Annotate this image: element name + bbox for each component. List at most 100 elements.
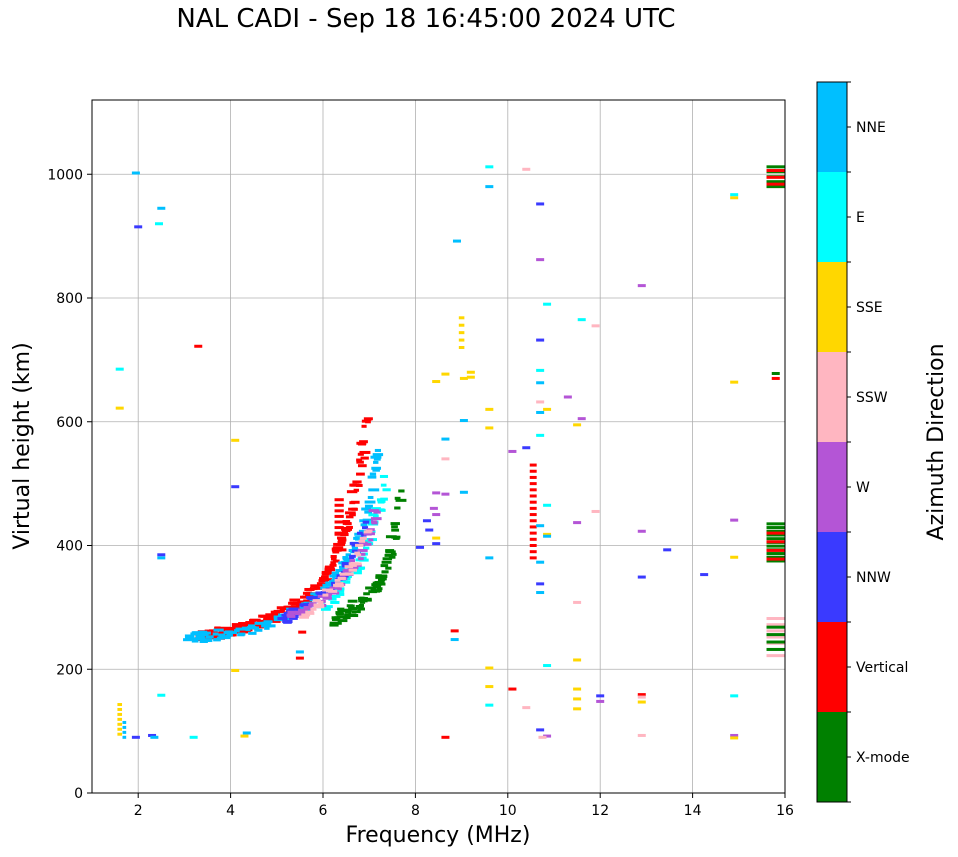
echo-point — [214, 626, 225, 630]
echo-point — [485, 703, 494, 707]
echo-point — [529, 500, 537, 504]
echo-point — [766, 537, 785, 541]
echo-point — [237, 632, 246, 636]
echo-point — [279, 609, 285, 613]
echo-point — [367, 495, 374, 499]
echo-point — [543, 664, 552, 668]
echo-point — [335, 548, 347, 552]
echo-point — [344, 565, 354, 569]
echo-point — [117, 717, 123, 721]
echo-point — [536, 381, 545, 385]
y-tick-label: 800 — [56, 291, 83, 307]
echo-point — [334, 514, 344, 518]
echo-point — [369, 472, 377, 476]
echo-point — [287, 610, 296, 614]
echo-point — [766, 552, 785, 556]
echo-point — [382, 557, 393, 561]
echo-point — [370, 455, 382, 459]
colorbar-segment — [817, 622, 847, 712]
echo-point — [264, 617, 276, 621]
echo-point — [766, 555, 785, 559]
echo-point — [359, 440, 368, 444]
x-axis-label: Frequency (MHz) — [346, 823, 531, 848]
echo-point — [730, 555, 739, 559]
echo-point — [766, 647, 785, 651]
echo-point — [573, 707, 582, 711]
echo-point — [371, 466, 382, 470]
echo-point — [359, 450, 371, 454]
echo-point — [195, 637, 206, 641]
echo-point — [362, 526, 369, 530]
echo-point — [331, 571, 340, 575]
echo-point — [235, 627, 247, 631]
echo-point — [563, 395, 572, 399]
echo-point — [345, 575, 352, 579]
echo-point — [536, 591, 545, 595]
echo-point — [637, 529, 646, 533]
echo-point — [398, 489, 405, 493]
echo-point — [330, 555, 337, 559]
echo-point — [392, 536, 400, 540]
echo-point — [730, 694, 739, 698]
echo-point — [730, 518, 739, 522]
echo-point — [388, 555, 396, 559]
echo-point — [373, 460, 379, 464]
echo-point — [260, 614, 272, 618]
echo-point — [441, 457, 450, 461]
echo-point — [373, 585, 381, 589]
echo-point — [356, 472, 365, 476]
echo-point — [361, 507, 372, 511]
echo-point — [331, 623, 338, 627]
echo-point — [299, 610, 306, 614]
echo-point — [201, 632, 209, 636]
echo-point — [458, 331, 465, 335]
echo-point — [538, 735, 547, 739]
echo-point — [372, 468, 380, 472]
echo-point — [334, 509, 344, 513]
echo-point — [319, 577, 326, 581]
echo-point — [522, 706, 531, 710]
echo-point — [371, 583, 382, 587]
echo-point — [335, 543, 346, 547]
echo-point — [148, 733, 157, 737]
echo-point — [543, 302, 552, 306]
echo-point — [577, 417, 586, 421]
echo-point — [157, 553, 166, 557]
y-axis-label: Virtual height (km) — [10, 342, 35, 549]
echo-point — [536, 582, 545, 586]
echo-point — [529, 537, 537, 541]
echo-point — [766, 526, 785, 530]
echo-point — [536, 400, 545, 404]
echo-point — [450, 638, 459, 642]
colorbar-segment — [817, 262, 847, 352]
echo-point — [319, 582, 328, 586]
x-tick-label: 4 — [226, 803, 235, 819]
echo-point — [543, 503, 552, 507]
colorbar: X-mode Vertical NNW W SSW SSE E NNE — [816, 81, 910, 803]
echo-point — [577, 318, 586, 322]
echo-point — [251, 626, 259, 630]
echo-point — [221, 636, 231, 640]
echo-point — [360, 523, 368, 527]
echo-point — [342, 616, 351, 620]
echo-point — [335, 612, 344, 616]
echo-point — [373, 457, 381, 461]
echo-point — [264, 626, 270, 630]
echo-point — [298, 630, 307, 634]
echo-point — [342, 529, 351, 533]
echo-point — [288, 616, 298, 620]
echo-point — [766, 629, 785, 633]
echo-point — [380, 483, 387, 487]
echo-point — [266, 624, 276, 628]
echo-point — [441, 372, 450, 376]
echo-point — [343, 572, 354, 576]
echo-point — [529, 544, 537, 547]
echo-point — [422, 519, 431, 523]
echo-point — [209, 636, 220, 640]
echo-point — [117, 707, 123, 711]
echo-point — [362, 518, 374, 522]
echo-point — [485, 407, 494, 411]
echo-point — [256, 625, 264, 629]
echo-point — [536, 338, 545, 342]
colorbar-tick-label: NNW — [856, 570, 891, 586]
